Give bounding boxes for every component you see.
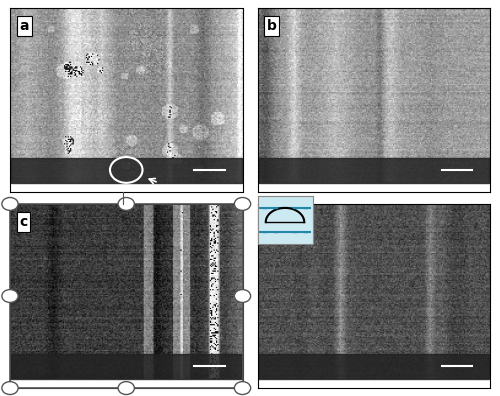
Circle shape [2,198,18,210]
Circle shape [234,198,250,210]
Circle shape [118,382,134,394]
Circle shape [2,289,18,303]
Circle shape [118,198,134,210]
Circle shape [2,382,18,394]
Circle shape [234,289,250,303]
Circle shape [234,382,250,394]
Text: b: b [267,19,276,33]
Text: a: a [20,19,29,33]
Text: c: c [20,215,28,229]
